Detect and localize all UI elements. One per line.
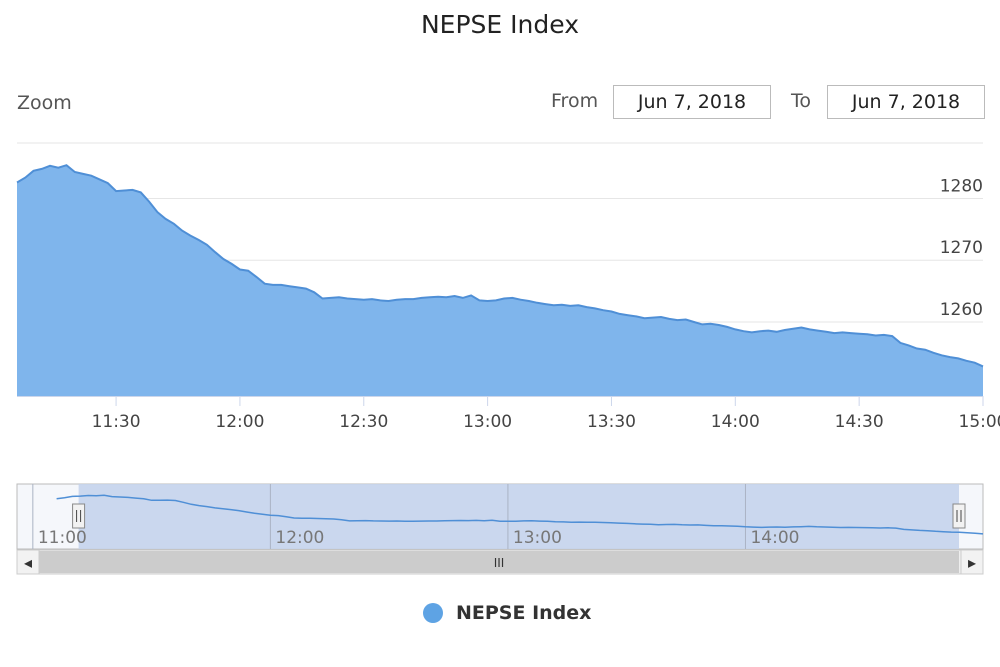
zoom-label: Zoom — [17, 92, 72, 114]
y-tick-label-1270: 1270 — [940, 238, 983, 258]
scrollbar-grip-icon: III — [494, 556, 505, 570]
series-line-nepse-index[interactable] — [16, 164, 984, 368]
navigator-tick-label-1100: 11:00 — [38, 528, 87, 548]
scrollbar-left-button[interactable] — [16, 549, 40, 575]
x-tick-label-1330: 13:30 — [587, 412, 636, 432]
scrollbar-thumb[interactable] — [39, 551, 959, 573]
x-tick-label-1200: 12:00 — [215, 412, 264, 432]
from-label: From — [551, 90, 599, 112]
legend-item[interactable]: NEPSE Index — [423, 600, 591, 626]
scrollbar-right-button[interactable] — [960, 549, 984, 575]
to-label: To — [791, 90, 812, 112]
series-area-nepse-index — [17, 165, 983, 396]
x-tick-label-1400: 14:00 — [711, 412, 760, 432]
scroll-right-arrow-icon: ▸ — [968, 553, 976, 572]
to-date-input[interactable]: Jun 7, 2018 — [827, 85, 985, 119]
legend-symbol — [423, 603, 443, 623]
navigator-series-line — [56, 494, 984, 535]
x-tick-label-1230: 12:30 — [339, 412, 388, 432]
navigator-handle-left[interactable] — [72, 503, 86, 529]
x-tick-label-1430: 14:30 — [835, 412, 884, 432]
x-tick-label-1300: 13:00 — [463, 412, 512, 432]
y-tick-label-1260: 1260 — [940, 300, 983, 320]
navigator-tick-label-1200: 12:00 — [275, 528, 324, 548]
x-tick-label-1130: 11:30 — [92, 412, 141, 432]
from-date-input[interactable]: Jun 7, 2018 — [613, 85, 771, 119]
navigator-selected-range[interactable] — [78, 484, 960, 549]
scroll-left-arrow-icon: ◂ — [24, 553, 32, 572]
navigator-tick-label-1300: 13:00 — [513, 528, 562, 548]
navigator-handle-right[interactable] — [952, 503, 966, 529]
y-tick-label-1280: 1280 — [940, 177, 983, 197]
chart-title: NEPSE Index — [420, 10, 579, 39]
x-tick-label-1500: 15:00 — [959, 412, 1000, 432]
legend-label: NEPSE Index — [456, 602, 592, 624]
navigator-tick-label-1400: 14:00 — [750, 528, 799, 548]
